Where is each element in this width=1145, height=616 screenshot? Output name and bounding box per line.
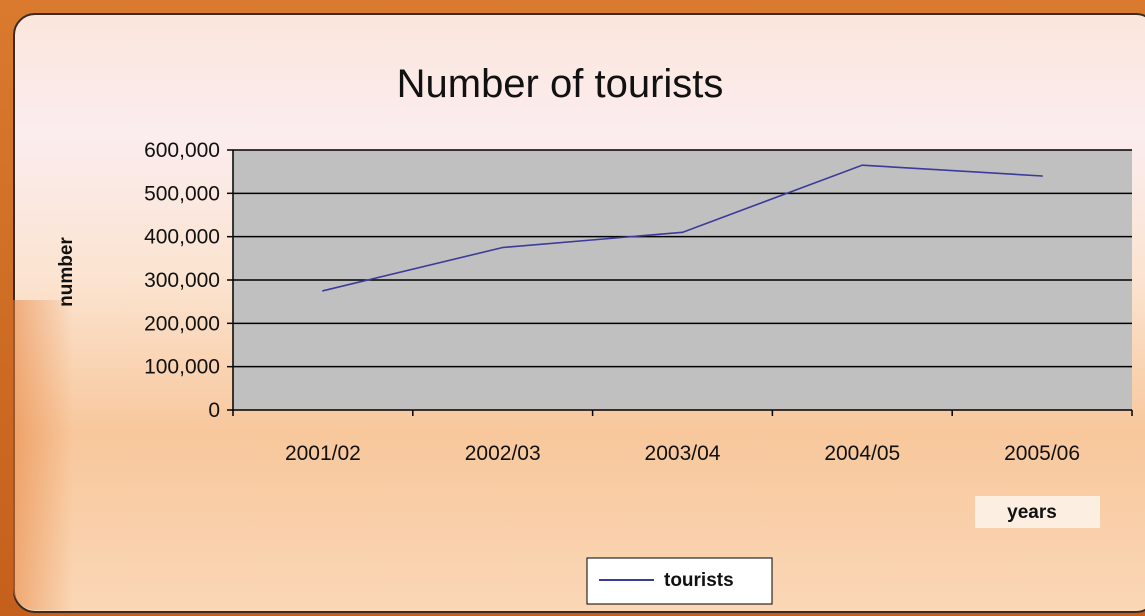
data-point <box>681 231 684 234</box>
y-tick-label: 600,000 <box>144 139 220 162</box>
x-tick-label: 2002/03 <box>465 442 541 465</box>
gridlines <box>233 149 1132 368</box>
x-axis-label-box <box>975 496 1100 528</box>
data-point <box>861 164 864 166</box>
data-point <box>1041 175 1043 177</box>
card-shade <box>13 300 73 610</box>
y-tick-label: 100,000 <box>144 356 220 379</box>
y-tick-label: 400,000 <box>144 226 220 249</box>
data-point <box>322 290 324 292</box>
x-tick-label: 2004/05 <box>824 442 900 465</box>
chart-title: Number of tourists <box>397 62 724 106</box>
x-tick-label: 2001/02 <box>285 442 361 465</box>
legend-label-tourists: tourists <box>664 570 734 591</box>
y-tick-label: 300,000 <box>144 269 220 292</box>
y-tick-labels: 0 100,000 200,000 300,000 400,000 500,000 600,… <box>144 139 220 422</box>
x-axis-label: years <box>1007 502 1057 523</box>
y-tick-label: 200,000 <box>144 312 220 335</box>
x-tick-label: 2003/04 <box>645 442 721 465</box>
series-group <box>322 164 1043 292</box>
legend: tourists <box>586 557 773 605</box>
x-tick-labels: 2001/02 2002/03 2003/04 2004/05 2005/06 <box>285 442 1080 465</box>
axes <box>227 149 1133 416</box>
y-tick-label: 0 <box>208 399 220 422</box>
y-tick-label: 500,000 <box>144 182 220 205</box>
y-axis-label: number <box>56 237 77 307</box>
data-point <box>501 246 504 249</box>
x-tick-label: 2005/06 <box>1004 442 1080 465</box>
